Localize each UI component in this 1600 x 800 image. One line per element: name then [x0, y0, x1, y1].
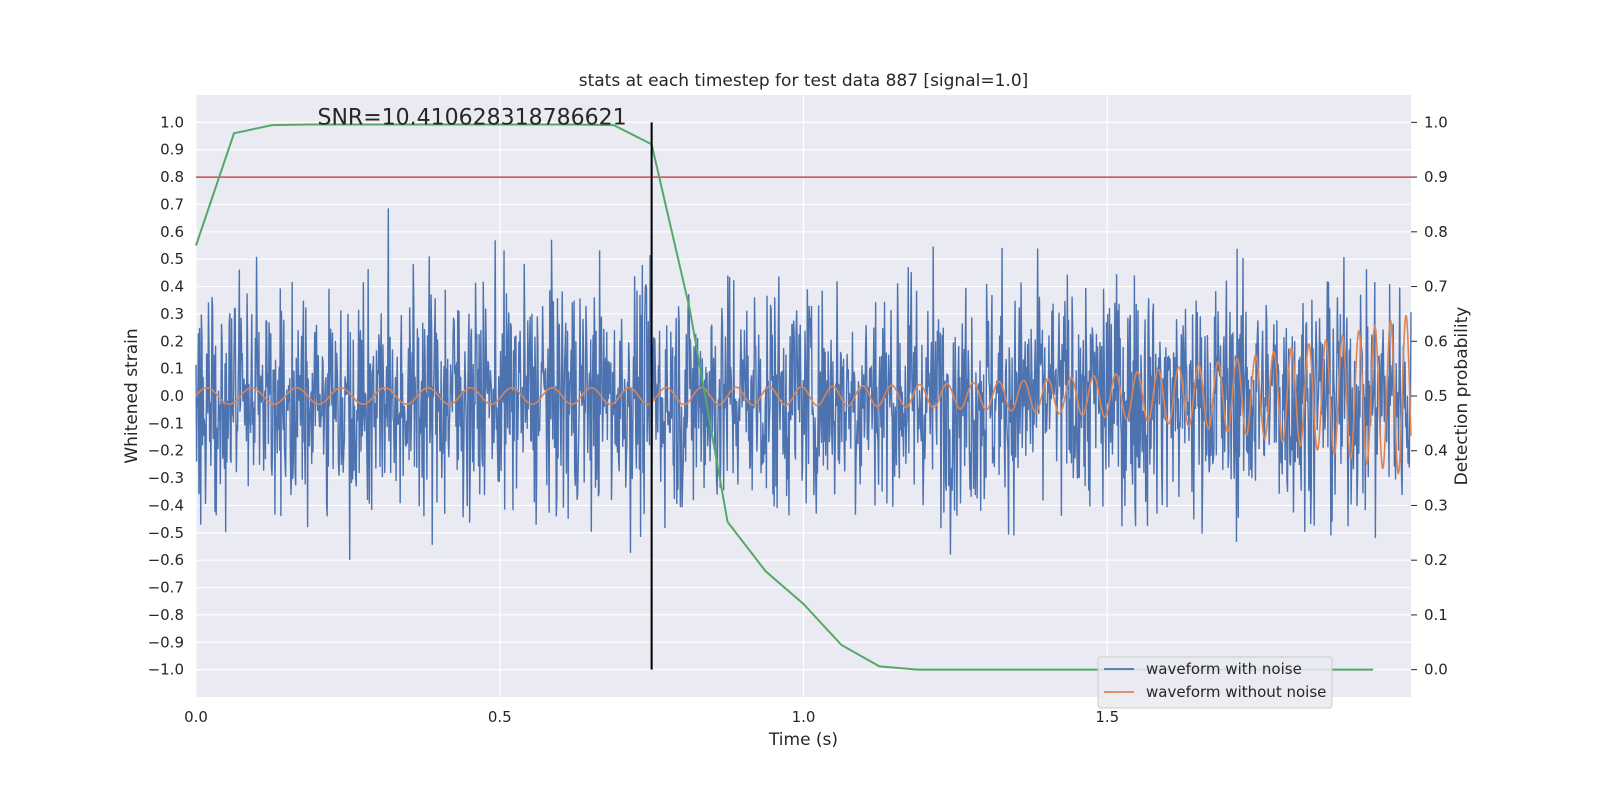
legend-label-clean: waveform without noise: [1146, 683, 1326, 701]
y-left-tick-label: 0.1: [160, 360, 184, 378]
y-left-tick-label: 0.4: [160, 278, 184, 296]
y-left-tick-label: 0.0: [160, 387, 184, 405]
y-axis-right-label: Detection probability: [1452, 307, 1472, 486]
y-right-tick-label: 0.7: [1424, 278, 1448, 296]
y-left-tick-label: 0.8: [160, 168, 184, 186]
x-tick-label: 1.0: [792, 708, 816, 726]
y-left-tick-label: −0.4: [148, 496, 184, 514]
y-left-tick-label: −0.8: [148, 606, 184, 624]
clean-waveform-line: [195, 314, 1412, 476]
y-left-tick-label: −0.7: [148, 579, 184, 597]
y-right-tick-label: 1.0: [1424, 113, 1448, 131]
series-layer: [195, 122, 1412, 671]
y-right-tick-label: 0.3: [1424, 496, 1448, 514]
noise-waveform-line: [195, 208, 1412, 561]
y-left-tick-label: 0.5: [160, 250, 184, 268]
x-tick-label: 0.5: [488, 708, 512, 726]
axes-layer: 0.0 0.5 1.0 1.5 1.0 0.9 0.8 0.7 0.6 0.5 0.4 0.3 0.2 0…: [148, 113, 1448, 726]
y-left-tick-label: 0.6: [160, 223, 184, 241]
y-left-tick-label: 0.9: [160, 141, 184, 159]
y-left-tick-label: −0.1: [148, 414, 184, 432]
y-left-tick-label: −0.9: [148, 633, 184, 651]
y-left-tick-label: 0.7: [160, 195, 184, 213]
y-left-tick-label: 1.0: [160, 113, 184, 131]
y-axis-left-label: Whitened strain: [122, 328, 142, 463]
y-left-tick-label: −0.6: [148, 551, 184, 569]
y-right-tick-label: 0.5: [1424, 387, 1448, 405]
legend-label-noise: waveform with noise: [1146, 660, 1302, 678]
x-tick-label: 0.0: [184, 708, 208, 726]
x-tick-label: 1.5: [1095, 708, 1119, 726]
y-right-tick-label: 0.1: [1424, 606, 1448, 624]
y-right-tick-label: 0.6: [1424, 332, 1448, 350]
chart-title: stats at each timestep for test data 887…: [579, 71, 1029, 91]
y-right-tick-label: 0.8: [1424, 223, 1448, 241]
legend: waveform with noise waveform without noi…: [1097, 656, 1333, 709]
y-right-tick-label: 0.9: [1424, 168, 1448, 186]
y-right-tick-label: 0.0: [1424, 661, 1448, 679]
y-left-tick-label: −1.0: [148, 661, 184, 679]
y-left-tick-label: 0.3: [160, 305, 184, 323]
y-right-tick-label: 0.4: [1424, 442, 1448, 460]
y-left-tick-label: −0.3: [148, 469, 184, 487]
x-axis-label: Time (s): [768, 730, 838, 750]
y-right-tick-label: 0.2: [1424, 551, 1448, 569]
y-left-tick-label: 0.2: [160, 332, 184, 350]
y-left-tick-label: −0.5: [148, 524, 184, 542]
snr-annotation: SNR=10.410628318786621: [318, 105, 627, 130]
legend-box: [1097, 656, 1333, 709]
y-left-tick-label: −0.2: [148, 442, 184, 460]
